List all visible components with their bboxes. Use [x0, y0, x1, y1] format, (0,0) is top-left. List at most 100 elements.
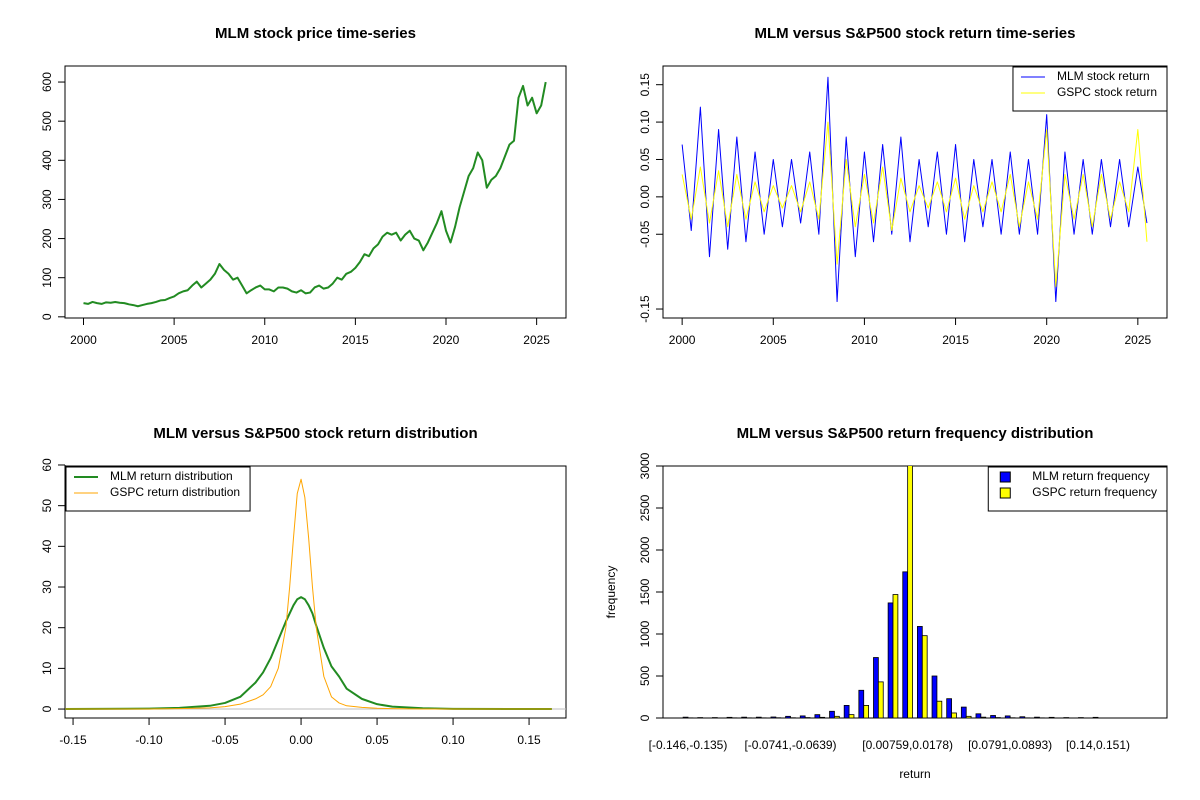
- x-tick-label: 0.05: [365, 733, 389, 747]
- x-tick-label: [0.00759,0.0178): [862, 738, 953, 752]
- x-tick-label: 2025: [1124, 333, 1151, 347]
- legend-label: MLM return frequency: [1032, 469, 1149, 483]
- chart-title: MLM versus S&P500 return frequency distr…: [737, 425, 1094, 442]
- bar: [873, 657, 879, 718]
- legend-swatch: [999, 471, 1011, 483]
- bar: [921, 635, 928, 718]
- data-line: [65, 596, 552, 711]
- bar: [819, 716, 826, 718]
- y-tick-label: 50: [40, 499, 54, 513]
- y-tick-label: 10: [40, 661, 54, 675]
- bar: [1004, 715, 1011, 718]
- legend-swatch: [999, 487, 1011, 499]
- y-tick-label: 300: [40, 189, 54, 209]
- bar: [814, 714, 821, 718]
- x-tick-label: 2015: [342, 333, 369, 347]
- y-tick-label: 0.05: [638, 147, 652, 171]
- x-tick-label: [0.0791,0.0893): [968, 738, 1052, 752]
- bar: [848, 714, 855, 718]
- y-tick-label: 600: [40, 72, 54, 92]
- y-tick-label: 1000: [638, 620, 652, 647]
- y-tick-label: 60: [40, 458, 54, 472]
- legend: MLM return frequency GSPC return frequenc…: [987, 466, 1168, 512]
- bar: [1019, 716, 1026, 718]
- bar: [936, 700, 943, 718]
- bar: [960, 706, 967, 718]
- bar: [741, 716, 747, 718]
- bar: [858, 689, 865, 718]
- bar: [946, 698, 952, 718]
- bar: [770, 716, 777, 718]
- legend-label: GSPC return distribution: [110, 485, 240, 499]
- bar: [1034, 716, 1040, 718]
- bar: [1048, 716, 1055, 718]
- y-tick-label: 0: [40, 705, 54, 712]
- y-tick-label: 400: [40, 150, 54, 170]
- y-tick-label: 1500: [638, 578, 652, 605]
- x-tick-label: 2015: [942, 333, 969, 347]
- bar: [951, 712, 957, 718]
- y-tick-label: 2000: [638, 536, 652, 563]
- y-tick-label: 0: [40, 313, 54, 320]
- x-tick-label: -0.10: [135, 733, 163, 747]
- data-line: [65, 478, 552, 710]
- data-line: [681, 121, 1148, 288]
- y-tick-label: 20: [40, 621, 54, 635]
- y-tick-label: 2500: [638, 494, 652, 521]
- x-tick-label: 2010: [251, 333, 278, 347]
- x-tick-label: [-0.0741,-0.0639): [744, 738, 836, 752]
- bar: [965, 715, 972, 718]
- legend-box: [65, 466, 251, 512]
- x-tick-label: 2005: [161, 333, 188, 347]
- y-tick-label: 30: [40, 580, 54, 594]
- y-tick-label: 100: [40, 267, 54, 287]
- bar: [829, 710, 835, 718]
- y-tick-label: 200: [40, 228, 54, 248]
- bar: [887, 602, 894, 718]
- x-tick-label: 0.00: [289, 733, 313, 747]
- bars: [682, 466, 1104, 718]
- data-line: [681, 76, 1148, 303]
- y-tick-label: -0.05: [638, 220, 652, 248]
- bar: [892, 594, 899, 718]
- bar: [917, 626, 923, 718]
- x-tick-label: -0.05: [211, 733, 239, 747]
- chart-title: MLM stock price time-series: [215, 25, 416, 42]
- data-line: [83, 81, 547, 308]
- legend-label: MLM stock return: [1057, 69, 1150, 83]
- y-tick-label: -0.15: [638, 295, 652, 323]
- x-tick-label: 2000: [669, 333, 696, 347]
- bar: [902, 571, 909, 718]
- bar: [931, 675, 938, 718]
- y-tick-label: 500: [40, 111, 54, 131]
- legend-label: GSPC stock return: [1057, 85, 1157, 99]
- legend-box: [1012, 66, 1168, 112]
- bar: [682, 716, 689, 718]
- x-tick-label: 2020: [1033, 333, 1060, 347]
- bar: [726, 716, 733, 718]
- y-tick-label: 0: [638, 714, 652, 721]
- x-tick-label: -0.15: [59, 733, 87, 747]
- x-tick-label: 0.10: [441, 733, 465, 747]
- bar: [975, 713, 982, 718]
- y-tick-label: 3000: [638, 452, 652, 479]
- bar: [785, 715, 791, 718]
- bar: [877, 681, 884, 718]
- x-axis-title: return: [899, 767, 930, 781]
- bar: [980, 716, 987, 718]
- y-tick-label: 0.00: [638, 185, 652, 209]
- bar: [1092, 716, 1099, 718]
- legend-label: MLM return distribution: [110, 469, 233, 483]
- y-tick-label: 40: [40, 539, 54, 553]
- chart-title: MLM versus S&P500 stock return distribut…: [153, 425, 477, 442]
- bar: [755, 716, 762, 718]
- y-tick-label: 0.15: [638, 73, 652, 97]
- x-tick-label: 2020: [433, 333, 460, 347]
- x-tick-label: [-0.146,-0.135): [649, 738, 728, 752]
- x-tick-label: 0.15: [517, 733, 541, 747]
- bar: [843, 705, 850, 718]
- y-tick-label: 0.10: [638, 110, 652, 134]
